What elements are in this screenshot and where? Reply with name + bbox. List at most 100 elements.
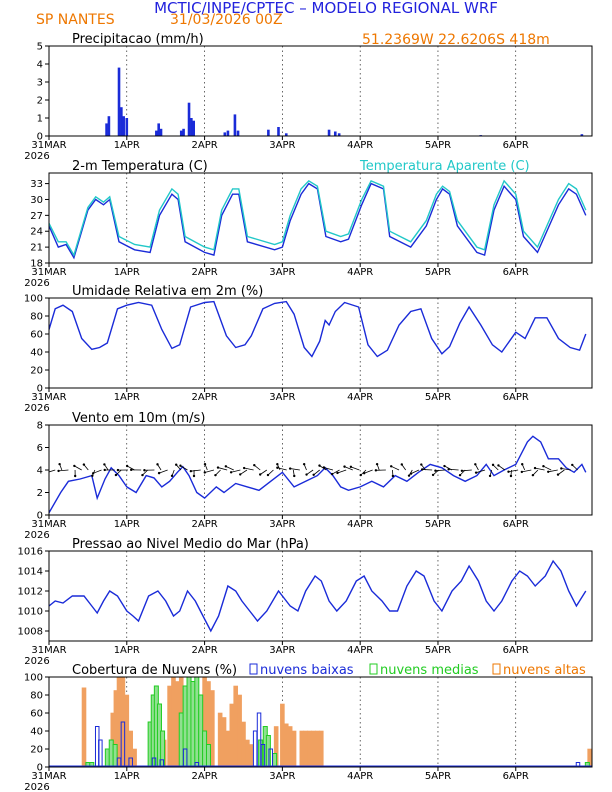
panel-title: Pressao ao Nivel Medio do Mar (hPa) xyxy=(72,537,309,552)
cloud-low-bar xyxy=(98,739,103,767)
header-title: MCTIC/INPE/CPTEC – MODELO REGIONAL WRF xyxy=(154,0,498,17)
y-tick-label: 4 xyxy=(37,466,43,477)
wind-barb-head xyxy=(571,463,574,467)
y-tick-label: 0 xyxy=(37,511,43,522)
wind-barb-head xyxy=(143,469,146,472)
header-station: SP NANTES xyxy=(36,12,115,28)
legend-swatch xyxy=(492,663,501,675)
x-tick-label: 6APR xyxy=(503,519,529,530)
precip-bar xyxy=(190,118,193,136)
wind-barb-head xyxy=(103,463,106,466)
data-layer xyxy=(49,179,587,260)
cloud-high-bar xyxy=(283,723,289,767)
x-tick-label: 5APR xyxy=(425,519,451,530)
wind-barb-head xyxy=(474,463,477,466)
precip-bar xyxy=(267,129,270,136)
wind-barb-head xyxy=(276,463,279,466)
wind-barb-head xyxy=(189,469,193,473)
wind-barb xyxy=(142,469,149,476)
cloud-high-bar xyxy=(217,712,223,767)
x-tick-label: 2APR xyxy=(191,267,217,278)
precip-bar xyxy=(117,67,121,136)
y-tick-label: 0 xyxy=(37,763,43,774)
wind-barb-head xyxy=(322,466,326,469)
cloud-mid-bar xyxy=(205,744,211,767)
wind-barb xyxy=(337,469,347,474)
precip-bar xyxy=(236,130,240,136)
wind-barb xyxy=(58,469,69,472)
wind-barb-head xyxy=(533,466,537,470)
y-tick-label: 21 xyxy=(30,243,43,254)
wind-barb xyxy=(277,467,287,471)
y-tick-label: 40 xyxy=(30,727,43,738)
x-tick-label: 1APR xyxy=(114,519,140,530)
precip-bar xyxy=(105,123,108,136)
y-tick-label: 5 xyxy=(37,42,43,53)
cloud-low-bar xyxy=(128,757,133,767)
year-label: 2026 xyxy=(24,278,49,289)
wind-barb xyxy=(290,468,300,471)
cloud-high-bar xyxy=(291,730,297,767)
y-tick-label: 1010 xyxy=(18,607,43,618)
wind-barb-head xyxy=(409,472,413,475)
cloud-low-bar xyxy=(182,748,188,767)
cloud-high-bar xyxy=(315,730,320,767)
y-tick-label: 18 xyxy=(30,259,43,270)
y-tick-label: 1012 xyxy=(18,587,43,598)
y-tick-label: 1008 xyxy=(18,627,43,638)
wind-barb-head xyxy=(302,462,306,466)
wind-barb-head xyxy=(336,471,339,475)
x-tick-label: 3APR xyxy=(269,645,295,656)
cloud-low-bar xyxy=(575,762,581,767)
y-tick-label: 33 xyxy=(30,179,43,190)
precip-bar xyxy=(159,128,163,136)
wind-barb-head xyxy=(389,465,393,468)
wind-barb xyxy=(435,469,446,472)
x-tick-label: 6APR xyxy=(503,771,529,782)
y-tick-label: 0 xyxy=(37,384,43,395)
wind-barb xyxy=(344,466,353,471)
cloud-mid-bar xyxy=(272,753,278,767)
y-tick-label: 80 xyxy=(30,312,43,323)
wind-barb xyxy=(126,465,135,471)
wind-barb-head xyxy=(288,467,292,470)
wind-barb-head xyxy=(82,463,86,466)
wind-barb-head xyxy=(73,474,77,478)
panel-title: Precipitacao (mm/h) xyxy=(72,32,204,47)
wind-barb-head xyxy=(521,462,524,466)
wind-barb-head xyxy=(91,474,94,477)
legend-swatch xyxy=(249,663,258,675)
cloud-low-bar xyxy=(252,730,258,767)
x-tick-label: 3APR xyxy=(269,267,295,278)
panel-3: 31MAR 1APR 2APR 3APR 4APR 5APR 6APR 2026 0 2 4 6 8 Ve… xyxy=(24,411,593,541)
wind-barb-head xyxy=(434,469,437,472)
precip-bar xyxy=(122,116,125,136)
precip-bar xyxy=(327,129,331,136)
wind-barb-head xyxy=(374,469,378,472)
wind-barb xyxy=(543,465,552,471)
wind-barb-head xyxy=(491,463,495,467)
y-tick-label: 100 xyxy=(24,294,43,305)
wind-barb-head xyxy=(125,464,129,468)
year-label: 2026 xyxy=(24,782,49,792)
panel-0: 31MAR 1APR 2APR 3APR 4APR 5APR 6APR 2026 0 1 2 3 4 5 P… xyxy=(24,32,593,162)
wind-barb xyxy=(508,469,519,473)
x-tick-label: 31MAR xyxy=(31,645,66,656)
x-tick-label: 1APR xyxy=(114,771,140,782)
year-label: 2026 xyxy=(24,403,49,414)
wind-barb-head xyxy=(460,469,464,472)
panel-title: Umidade Relativa em 2m (%) xyxy=(72,284,263,299)
wind-barb-head xyxy=(547,470,550,473)
wind-barb xyxy=(422,469,433,471)
data-layer xyxy=(49,435,587,514)
x-tick-label: 2APR xyxy=(191,645,217,656)
legend-label: nuvens medias xyxy=(380,663,479,678)
precip-bar xyxy=(277,127,280,136)
wind-barb xyxy=(364,469,373,474)
x-tick-label: 3APR xyxy=(269,392,295,403)
y-tick-label: 8 xyxy=(37,421,43,432)
wind-barb-head xyxy=(542,464,545,468)
wind-barb-head xyxy=(192,474,196,478)
x-tick-label: 5APR xyxy=(425,645,451,656)
panel-title: Vento em 10m (m/s) xyxy=(72,411,205,426)
